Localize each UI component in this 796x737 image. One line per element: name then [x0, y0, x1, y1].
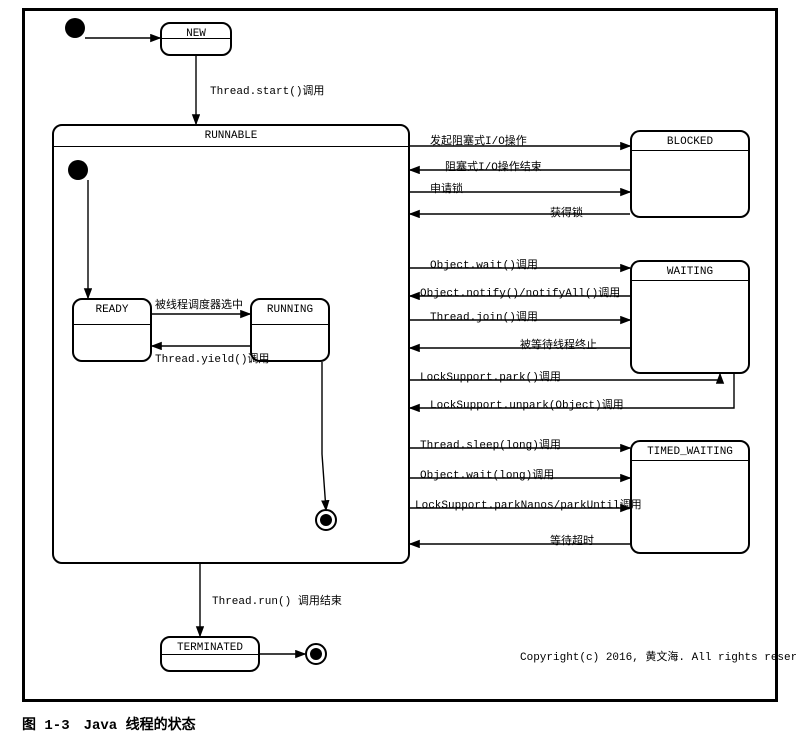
state-new-label: NEW — [186, 28, 206, 40]
final-state-outer-icon — [305, 643, 327, 665]
edge-label-e_b_r2: 获得锁 — [550, 204, 583, 220]
state-runnable-label: RUNNABLE — [205, 130, 258, 142]
edge-label-e_w_r3: LockSupport.unpark(Object)调用 — [430, 396, 624, 412]
edge-label-e_r_t2: Object.wait(long)调用 — [420, 466, 554, 482]
edge-label-e_r_b2: 申请锁 — [430, 180, 463, 196]
edge-label-e_r_t3: LockSupport.parkNanos/parkUntil调用 — [415, 496, 642, 512]
state-blocked-label: BLOCKED — [667, 136, 713, 148]
initial-state-inner-icon — [68, 160, 88, 180]
edge-label-e_r_w2: Thread.join()调用 — [430, 308, 538, 324]
state-new: NEW — [160, 22, 232, 56]
state-waiting: WAITING — [630, 260, 750, 374]
edge-label-e_r_b1: 发起阻塞式I/O操作 — [430, 132, 527, 148]
edge-label-e_r_w1: Object.wait()调用 — [430, 256, 538, 272]
state-blocked: BLOCKED — [630, 130, 750, 218]
edge-label-e_r_w3: LockSupport.park()调用 — [420, 368, 561, 384]
state-terminated: TERMINATED — [160, 636, 260, 672]
figure-caption: 图 1-3 Java 线程的状态 — [22, 714, 196, 734]
edge-label-e_r_t1: Thread.sleep(long)调用 — [420, 436, 561, 452]
edge-label-e_b_r1: 阻塞式I/O操作结束 — [445, 158, 542, 174]
edge-label-e_w_r2: 被等待线程终止 — [520, 336, 597, 352]
edge-label-e_w_r1: Object.notify()/notifyAll()调用 — [420, 284, 620, 300]
thread-state-diagram: NEW RUNNABLE READY RUNNING BLOCKED WAITI… — [0, 0, 796, 737]
state-waiting-label: WAITING — [667, 266, 713, 278]
state-timed-waiting: TIMED_WAITING — [630, 440, 750, 554]
state-terminated-label: TERMINATED — [177, 642, 243, 654]
state-ready-label: READY — [95, 304, 128, 316]
state-ready: READY — [72, 298, 152, 362]
state-timed-waiting-label: TIMED_WAITING — [647, 446, 733, 458]
edge-label-e_t_r1: 等待超时 — [550, 532, 594, 548]
copyright-text: Copyright(c) 2016, 黄文海. All rights reser… — [520, 648, 796, 664]
final-state-inner-icon — [315, 509, 337, 531]
edge-label-e_runnable_term: Thread.run() 调用结束 — [212, 592, 342, 608]
edge-label-e_ready_running: 被线程调度器选中 — [155, 296, 243, 312]
edge-label-e_running_ready: Thread.yield()调用 — [155, 350, 269, 366]
initial-state-outer-icon — [65, 18, 85, 38]
state-running-label: RUNNING — [267, 304, 313, 316]
edge-label-e_new_runnable: Thread.start()调用 — [210, 82, 324, 98]
